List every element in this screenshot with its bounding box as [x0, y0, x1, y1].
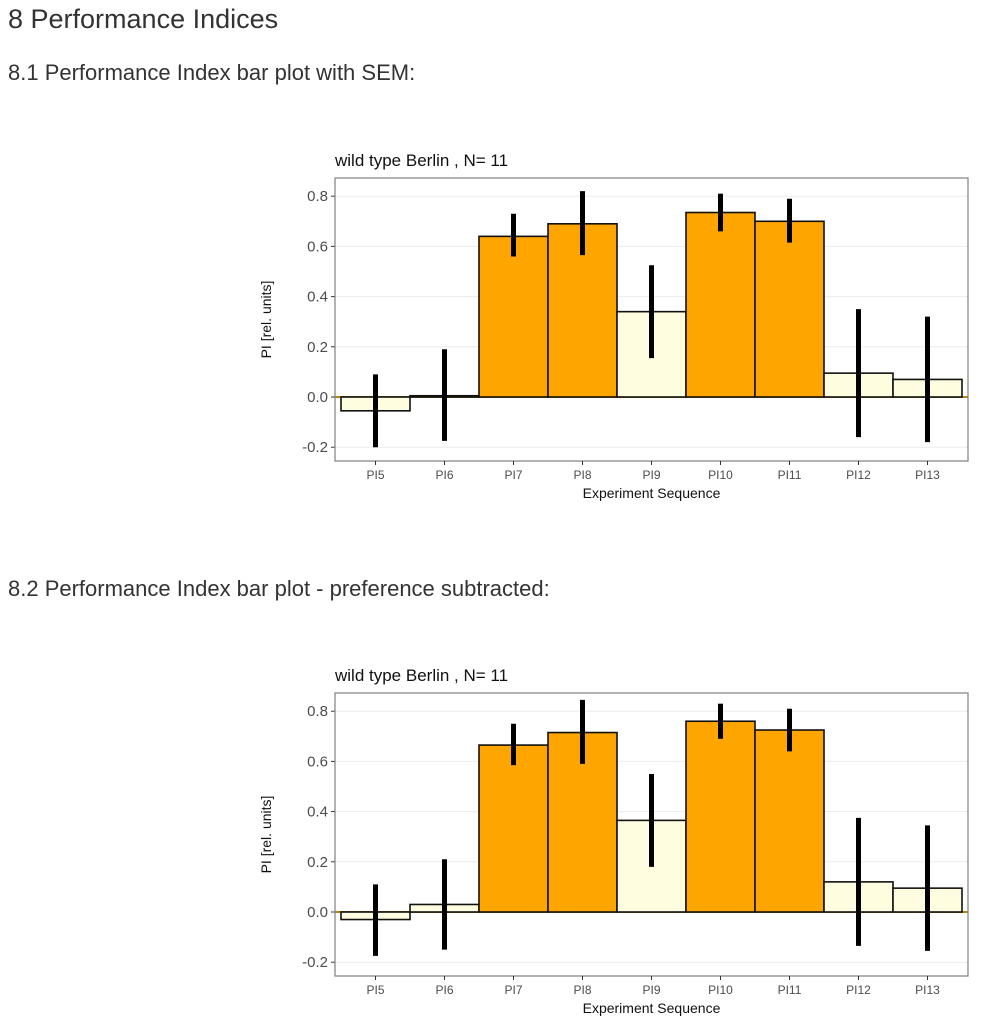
bar-pi10 [685, 720, 756, 913]
subsection-title-sem: 8.1 Performance Index bar plot with SEM: [8, 60, 416, 85]
x-tick-label: PI13 [915, 983, 940, 997]
chart-title: wild type Berlin , N= 11 [334, 151, 508, 170]
x-tick-label: PI5 [366, 468, 384, 482]
y-tick-label: 0.6 [307, 238, 328, 255]
y-tick-label: 0.0 [307, 389, 328, 406]
x-tick-label: PI8 [573, 983, 591, 997]
x-tick-label: PI6 [435, 468, 453, 482]
y-tick-label: 0.6 [307, 753, 328, 770]
x-tick-label: PI12 [846, 468, 871, 482]
x-axis-label: Experiment Sequence [583, 485, 721, 501]
chart-title: wild type Berlin , N= 11 [334, 666, 508, 685]
y-axis-label: PI [rel. units] [258, 281, 274, 359]
bar-pi11 [754, 729, 825, 913]
pi-bar-chart-preference-subtracted: wild type Berlin , N= 11 -0.2 0.0 0.2 0.4 0.6… [258, 666, 969, 1016]
x-tick-label: PI7 [504, 468, 522, 482]
bar-pi10 [685, 211, 756, 398]
bar-pi11 [754, 220, 825, 398]
x-tick-label: PI8 [573, 468, 591, 482]
y-axis-label: PI [rel. units] [258, 796, 274, 874]
x-tick-label: PI13 [915, 468, 940, 482]
x-tick-label: PI10 [708, 468, 733, 482]
x-tick-label: PI9 [642, 468, 660, 482]
y-tick-label: 0.8 [307, 188, 328, 205]
y-tick-label: -0.2 [302, 954, 328, 971]
y-tick-label: 0.8 [307, 703, 328, 720]
x-tick-label: PI11 [778, 983, 802, 997]
section-heading: 8 Performance Indices [8, 4, 279, 34]
y-tick-label: 0.0 [307, 904, 328, 921]
subsection-title-preference-subtracted: 8.2 Performance Index bar plot - prefere… [8, 576, 550, 601]
x-tick-label: PI12 [846, 983, 871, 997]
pi-bar-chart-sem: wild type Berlin , N= 11 -0.2 0.0 0.2 0.4 0.6… [258, 151, 969, 501]
x-tick-label: PI11 [778, 468, 802, 482]
y-tick-label: 0.2 [307, 339, 328, 356]
x-tick-label: PI9 [642, 983, 660, 997]
bar-pi7 [478, 744, 549, 913]
x-tick-label: PI6 [435, 983, 453, 997]
bar-pi7 [478, 235, 549, 398]
x-axis-label: Experiment Sequence [583, 1000, 721, 1016]
y-tick-label: 0.4 [307, 289, 328, 306]
x-tick-label: PI10 [708, 983, 733, 997]
y-tick-label: 0.4 [307, 804, 328, 821]
y-tick-label: -0.2 [302, 439, 328, 456]
x-tick-label: PI5 [366, 983, 384, 997]
x-tick-label: PI7 [504, 983, 522, 997]
y-tick-label: 0.2 [307, 854, 328, 871]
